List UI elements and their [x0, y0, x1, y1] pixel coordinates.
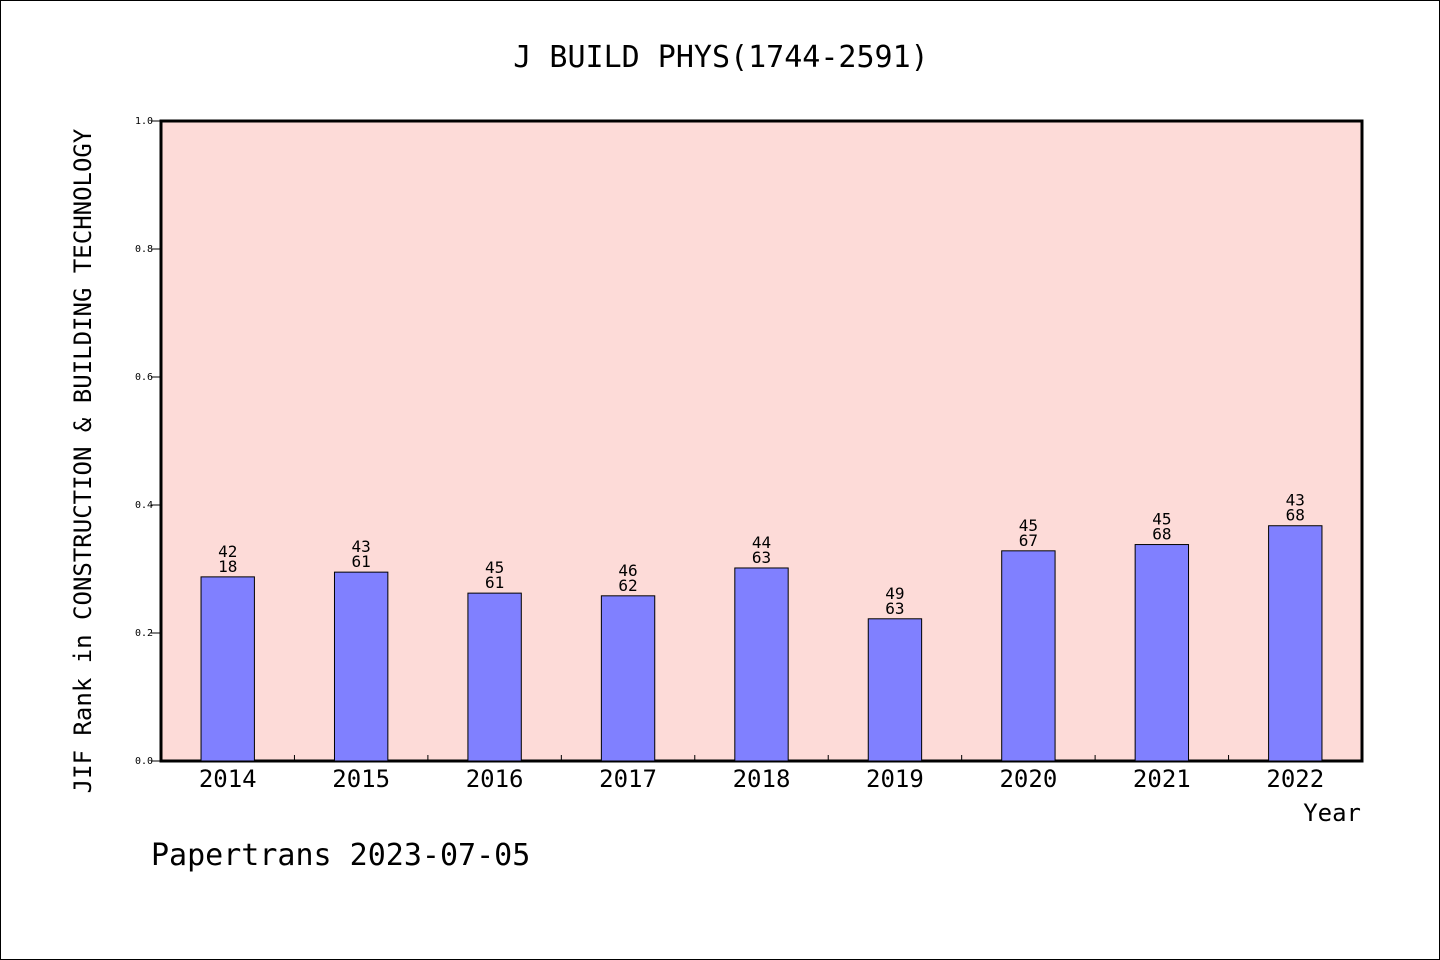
bar-label-total: 67: [1019, 531, 1038, 550]
y-tick-label: 1.0: [135, 116, 153, 127]
bar-label-total: 63: [752, 548, 771, 567]
bar-label-rank: 42: [218, 542, 237, 561]
footer-credit: Papertrans 2023-07-05: [151, 838, 530, 873]
y-axis-label: JIF Rank in CONSTRUCTION & BUILDING TECH…: [69, 128, 97, 793]
bar-2018: [734, 567, 789, 762]
bar-2014: [200, 576, 255, 762]
y-tick-label: 0.2: [135, 628, 153, 639]
bar-2015: [333, 571, 389, 762]
bar-series: [200, 525, 1323, 762]
x-tick-label: 2016: [466, 765, 524, 793]
x-tick-label: 2014: [199, 765, 257, 793]
bar-2017: [600, 595, 656, 762]
y-tick-label: 0.6: [135, 372, 153, 383]
x-tick-label: 2021: [1133, 765, 1191, 793]
bar-label-rank: 45: [1019, 516, 1038, 535]
bar-2020: [1001, 550, 1056, 762]
bar-label-total: 61: [352, 552, 371, 571]
x-tick-label: 2017: [599, 765, 657, 793]
chart-title: J BUILD PHYS(1744-2591): [513, 40, 928, 75]
x-axis: 2014 2015 2016 2017 2018 2019 2020 2021 2022: [199, 755, 1324, 793]
y-tick-label: 0.4: [135, 500, 153, 511]
x-axis-label: Year: [1303, 799, 1361, 827]
bar-2016: [467, 592, 522, 762]
bar-label-rank: 44: [752, 533, 771, 552]
bar-label-rank: 46: [618, 561, 637, 580]
bar-label-rank: 49: [885, 584, 904, 603]
bar-label-total: 68: [1286, 506, 1305, 525]
bar-2021: [1134, 544, 1190, 762]
bar-label-total: 62: [618, 576, 637, 595]
x-tick-label: 2022: [1266, 765, 1324, 793]
x-tick-label: 2019: [866, 765, 924, 793]
bar-label-rank: 45: [485, 558, 504, 577]
bar-label-rank: 43: [1286, 491, 1305, 510]
y-tick-label: 0.8: [135, 244, 153, 255]
bar-label-rank: 45: [1152, 510, 1171, 529]
x-tick-label: 2018: [733, 765, 791, 793]
x-tick-label: 2020: [999, 765, 1057, 793]
bar-label-total: 61: [485, 573, 504, 592]
bar-2019: [867, 618, 923, 762]
y-tick-label: 0.0: [135, 756, 153, 767]
bar-label-rank: 43: [352, 537, 371, 556]
y-axis: 0.0 0.2 0.4 0.6 0.8 1.0: [135, 116, 161, 767]
x-tick-label: 2015: [332, 765, 390, 793]
bar-label-total: 63: [885, 599, 904, 618]
bar-2022: [1268, 525, 1323, 762]
bar-label-total: 18: [218, 557, 237, 576]
bar-label-total: 68: [1152, 525, 1171, 544]
